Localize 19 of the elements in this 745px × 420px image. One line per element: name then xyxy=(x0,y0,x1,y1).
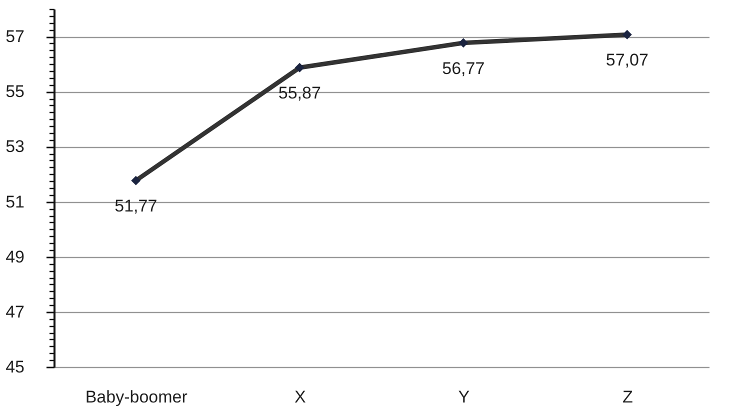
point xyxy=(131,176,141,186)
y-tick-label: 45 xyxy=(6,358,24,376)
y-tick-label: 51 xyxy=(6,192,24,212)
data-label: 51,77 xyxy=(114,196,158,216)
point xyxy=(294,62,304,72)
x-tick-label: X xyxy=(294,388,306,406)
y-tick-label: 57 xyxy=(6,27,24,46)
y-tick-label: 53 xyxy=(6,137,24,156)
point xyxy=(458,38,468,48)
x-tick-label: Baby-boomer xyxy=(85,388,188,406)
data-label: 56,77 xyxy=(442,58,485,78)
y-tick-label: 49 xyxy=(6,247,24,266)
x-tick-label: Y xyxy=(458,388,470,406)
x-tick-label: Z xyxy=(622,388,633,406)
data-label: 55,87 xyxy=(278,84,321,103)
data-label: 57,07 xyxy=(606,50,648,70)
point xyxy=(622,30,632,40)
y-tick-label: 55 xyxy=(6,82,24,102)
y-tick-label: 47 xyxy=(6,302,24,322)
